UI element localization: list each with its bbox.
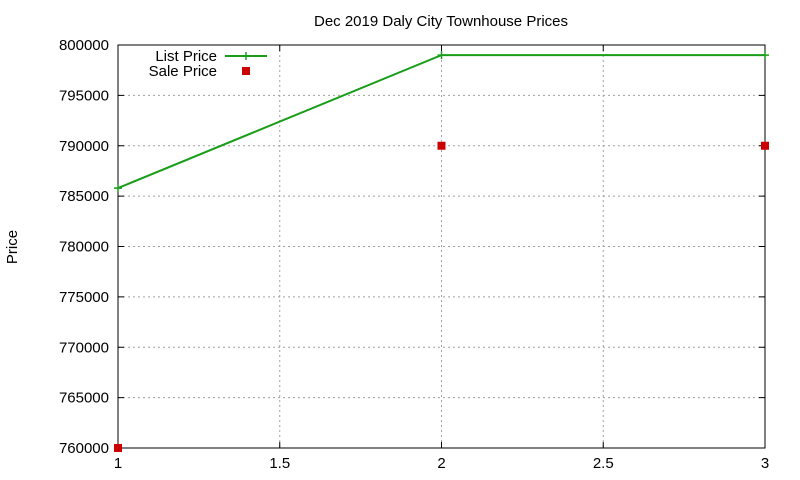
- list-price-point: [761, 51, 769, 60]
- x-tick-label: 1.5: [269, 455, 290, 472]
- y-tick-label: 785000: [59, 188, 109, 205]
- x-tick-label: 1: [114, 455, 122, 472]
- legend-label-sale-price: Sale Price: [149, 63, 217, 80]
- list-price-point: [114, 184, 122, 193]
- x-tick-label: 3: [761, 455, 769, 472]
- y-tick-label: 770000: [59, 339, 109, 356]
- sale-price-point: [437, 141, 446, 150]
- y-tick-label: 765000: [59, 390, 109, 407]
- legend-marker-list-price: [242, 52, 250, 60]
- y-tick-label: 795000: [59, 87, 109, 104]
- list-price-point: [437, 51, 446, 60]
- y-tick-label: 800000: [59, 37, 109, 54]
- y-tick-label: 780000: [59, 239, 109, 256]
- x-tick-label: 2.5: [593, 455, 614, 472]
- sale-price-point: [761, 141, 769, 150]
- ticks-layer: 760000 765000 770000 775000 780000 785000 7900…: [59, 37, 769, 472]
- y-tick-label: 790000: [59, 138, 109, 155]
- chart-title: Dec 2019 Daly City Townhouse Prices: [314, 13, 568, 30]
- sale-price-point: [114, 444, 122, 452]
- y-axis-label: Price: [4, 230, 21, 264]
- y-tick-label: 775000: [59, 289, 109, 306]
- y-tick-label: 760000: [59, 440, 109, 457]
- x-tick-label: 2: [437, 455, 445, 472]
- series-layer: [114, 51, 769, 452]
- legend-label-list-price: List Price: [155, 48, 217, 65]
- legend-marker-sale-price: [242, 67, 250, 75]
- grid-layer: [118, 45, 765, 448]
